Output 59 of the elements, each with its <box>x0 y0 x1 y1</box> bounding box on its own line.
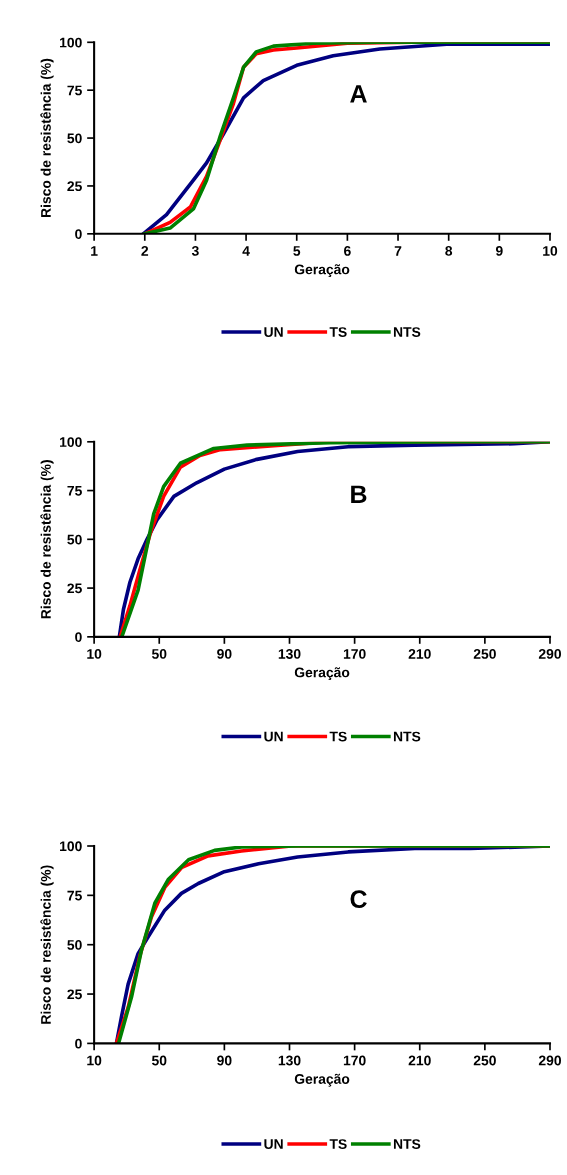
x-axis-title: Geração <box>294 667 350 681</box>
y-tick-label: 0 <box>75 229 82 239</box>
x-tick-label: 90 <box>217 649 232 659</box>
x-tick-label: 9 <box>495 246 503 256</box>
legend-label: NTS <box>393 731 421 742</box>
x-tick-label: 170 <box>343 649 366 659</box>
annotation: B <box>351 485 367 503</box>
x-axis-title: Geração <box>294 264 350 278</box>
y-axis-title: Risco de resistência (%) <box>40 865 54 1024</box>
y-tick-label: 100 <box>60 37 82 48</box>
x-tick-label: 3 <box>191 246 199 256</box>
x-tick-label: 8 <box>445 246 453 256</box>
y-tick-label: 50 <box>67 133 82 144</box>
x-tick-label: 1 <box>91 246 98 256</box>
y-tick-label: 100 <box>60 437 82 447</box>
y-tick-label: 75 <box>67 486 82 496</box>
legend-label: UN <box>264 327 283 337</box>
legend-label: NTS <box>393 327 421 337</box>
x-tick-label: 130 <box>278 649 301 659</box>
x-tick-label: 6 <box>344 246 351 256</box>
legend-label: TS <box>329 731 347 742</box>
x-tick-label: 130 <box>278 1055 301 1066</box>
x-axis-title: Geração <box>294 1073 350 1087</box>
y-tick-label: 50 <box>67 940 82 950</box>
x-tick-label: 210 <box>408 649 431 659</box>
legend-label: NTS <box>393 1139 421 1150</box>
y-axis-title: Risco de resistência (%) <box>40 58 54 218</box>
x-tick-label: 290 <box>538 1055 562 1066</box>
x-tick-label: 10 <box>87 1055 102 1066</box>
x-tick-label: 4 <box>242 246 250 256</box>
y-tick-label: 0 <box>75 632 82 643</box>
x-tick-label: 50 <box>151 1055 167 1066</box>
x-tick-label: 2 <box>141 246 149 256</box>
legend-label: UN <box>264 1139 283 1150</box>
x-tick-label: 7 <box>394 246 402 256</box>
y-tick-label: 75 <box>67 85 82 96</box>
annotation: C <box>350 890 367 908</box>
annotation: A <box>350 85 367 103</box>
x-tick-label: 250 <box>473 1055 496 1066</box>
legend-label: TS <box>329 1139 347 1150</box>
legend-label: UN <box>264 731 283 742</box>
y-tick-label: 25 <box>67 583 82 594</box>
x-tick-label: 50 <box>151 649 167 659</box>
y-tick-label: 75 <box>67 890 82 901</box>
x-tick-label: 250 <box>473 649 496 659</box>
legend-label: TS <box>329 327 347 337</box>
x-tick-label: 10 <box>543 246 558 256</box>
x-tick-label: 90 <box>217 1055 232 1066</box>
y-axis-title: Risco de resistência (%) <box>40 460 54 619</box>
y-tick-label: 100 <box>60 841 82 852</box>
x-tick-label: 210 <box>408 1055 431 1066</box>
x-tick-label: 170 <box>343 1055 366 1066</box>
x-tick-label: 5 <box>293 246 301 256</box>
x-tick-label: 10 <box>87 649 102 659</box>
y-tick-label: 25 <box>67 989 82 1000</box>
x-tick-label: 290 <box>538 649 562 659</box>
y-tick-label: 25 <box>67 181 82 192</box>
y-tick-label: 50 <box>67 534 82 545</box>
y-tick-label: 0 <box>75 1038 82 1049</box>
